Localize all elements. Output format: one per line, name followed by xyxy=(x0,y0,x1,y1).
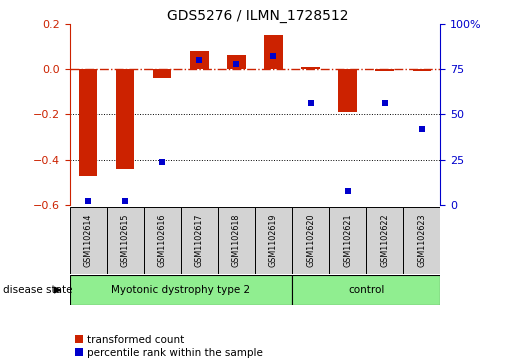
Text: GSM1102617: GSM1102617 xyxy=(195,214,204,267)
Bar xyxy=(413,69,431,71)
Bar xyxy=(79,69,97,176)
Text: GSM1102621: GSM1102621 xyxy=(343,214,352,267)
Bar xyxy=(301,67,320,69)
Point xyxy=(418,126,426,132)
Text: GSM1102618: GSM1102618 xyxy=(232,214,241,267)
Bar xyxy=(116,69,134,169)
Point xyxy=(121,199,129,204)
Bar xyxy=(227,55,246,69)
Point xyxy=(158,159,166,164)
Bar xyxy=(255,207,292,274)
Point xyxy=(84,199,92,204)
Bar xyxy=(153,69,171,78)
Text: Myotonic dystrophy type 2: Myotonic dystrophy type 2 xyxy=(111,285,250,295)
Bar xyxy=(181,207,218,274)
Bar xyxy=(403,207,440,274)
Bar xyxy=(190,51,209,69)
Point xyxy=(306,101,315,106)
Bar xyxy=(292,275,440,305)
Bar xyxy=(292,207,329,274)
Text: GSM1102614: GSM1102614 xyxy=(83,214,93,267)
Point xyxy=(344,188,352,193)
Legend: transformed count, percentile rank within the sample: transformed count, percentile rank withi… xyxy=(75,335,263,358)
Bar xyxy=(70,207,107,274)
Text: GSM1102623: GSM1102623 xyxy=(417,214,426,267)
Bar xyxy=(375,69,394,71)
Bar xyxy=(366,207,403,274)
Text: GSM1102615: GSM1102615 xyxy=(121,214,130,267)
Point xyxy=(195,57,203,63)
Text: GSM1102619: GSM1102619 xyxy=(269,214,278,267)
Point xyxy=(381,101,389,106)
Text: control: control xyxy=(348,285,384,295)
Point xyxy=(232,61,241,66)
Bar xyxy=(107,207,144,274)
Text: GDS5276 / ILMN_1728512: GDS5276 / ILMN_1728512 xyxy=(167,9,348,23)
Bar xyxy=(144,207,181,274)
Text: GSM1102616: GSM1102616 xyxy=(158,214,167,267)
Bar xyxy=(329,207,366,274)
Text: disease state: disease state xyxy=(3,285,72,295)
Bar xyxy=(338,69,357,112)
Bar xyxy=(218,207,255,274)
Text: GSM1102620: GSM1102620 xyxy=(306,214,315,267)
Bar xyxy=(70,275,292,305)
Text: GSM1102622: GSM1102622 xyxy=(380,214,389,267)
Bar xyxy=(264,35,283,69)
Point xyxy=(269,53,278,59)
